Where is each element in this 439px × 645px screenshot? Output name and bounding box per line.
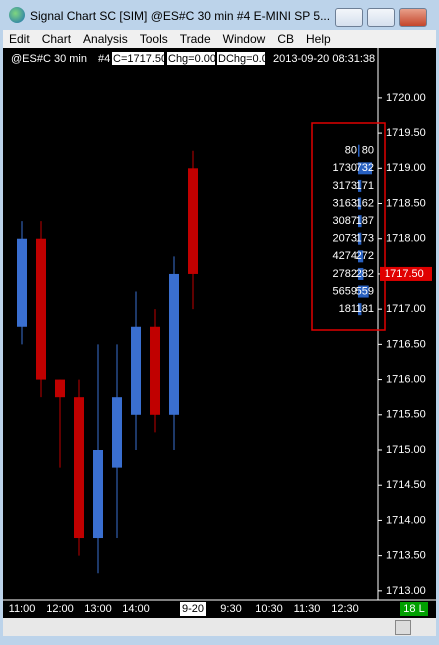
minimize-button[interactable] — [335, 8, 363, 27]
profile-right: 187 — [356, 215, 374, 227]
app-icon — [9, 7, 25, 23]
profile-bar — [358, 162, 372, 175]
info-text: 2013-09-20 08:31:38 — [273, 53, 375, 65]
profile-right: 80 — [362, 145, 374, 157]
x-tick-label: 10:30 — [255, 603, 283, 615]
profile-right: 173 — [356, 233, 374, 245]
x-tick-label: 11:00 — [9, 603, 36, 615]
x-tick-label: 11:30 — [294, 603, 321, 615]
profile-left: 2782 — [333, 268, 357, 280]
profile-right: 162 — [356, 197, 374, 209]
scrollbar — [3, 618, 436, 636]
date-marker — [180, 602, 206, 616]
y-tick-label: 1715.00 — [386, 444, 426, 456]
plot-background — [3, 48, 436, 618]
x-tick-label: 13:00 — [84, 603, 112, 615]
maximize-button[interactable] — [367, 8, 395, 27]
candle-body — [55, 379, 65, 398]
x-tick-label: 9-20 — [182, 603, 204, 615]
profile-right: 559 — [356, 285, 374, 297]
y-tick-label: 1714.00 — [386, 514, 426, 526]
menu-item[interactable]: Help — [306, 32, 331, 46]
profile-bar — [358, 285, 369, 298]
y-tick-label: 1715.50 — [386, 409, 426, 421]
menu-bar: Edit Chart Analysis Tools Trade Window CB Help — [3, 30, 436, 48]
y-tick-label: 1719.50 — [386, 127, 426, 139]
info-box — [112, 52, 164, 65]
info-text: Chg=0.00 — [168, 53, 216, 65]
candle-body — [112, 397, 122, 468]
profile-right: 732 — [356, 162, 374, 174]
y-tick-label: 1718.50 — [386, 197, 426, 209]
menu-item[interactable]: Trade — [179, 32, 211, 46]
profile-left: 3163 — [333, 197, 357, 209]
status-label: 18 L — [403, 603, 424, 615]
info-text: C=1717.50 — [113, 53, 167, 65]
close-button[interactable] — [399, 8, 427, 27]
profile-bar — [358, 197, 362, 210]
profile-left: 3087 — [333, 215, 357, 227]
profile-bar — [358, 179, 362, 192]
candle-body — [17, 238, 27, 327]
price-tag-label: 1717.50 — [384, 268, 424, 280]
profile-bar — [358, 215, 362, 228]
profile-bar — [358, 267, 364, 280]
candle-body — [93, 450, 103, 539]
profile-left: 181 — [339, 303, 357, 315]
profile-right: 272 — [356, 250, 374, 262]
scroll-thumb[interactable] — [395, 620, 411, 635]
menu-item[interactable]: Edit — [9, 32, 30, 46]
y-tick-label: 1716.50 — [386, 338, 426, 350]
menu-item[interactable]: Analysis — [83, 32, 128, 46]
profile-left: 4274 — [333, 250, 357, 262]
profile-right: 282 — [356, 268, 374, 280]
candle-body — [36, 238, 46, 380]
y-tick-label: 1717.00 — [386, 303, 426, 315]
profile-left: 3173 — [333, 180, 357, 192]
profile-bar — [358, 250, 364, 263]
y-tick-label: 1713.50 — [386, 550, 426, 562]
price-tag — [380, 266, 432, 281]
menu-item[interactable]: CB — [277, 32, 294, 46]
status-box — [400, 602, 428, 616]
profile-left: 80 — [345, 145, 357, 157]
chart: @ES#C 30 min #4 C=1717.50 Chg=0.00 DChg=0.00… — [3, 48, 436, 618]
profile-bar — [358, 303, 362, 316]
profile-left: 2073 — [333, 233, 357, 245]
menu-item[interactable]: Tools — [139, 32, 168, 46]
candle-body — [74, 397, 84, 539]
y-tick-label: 1719.00 — [386, 162, 426, 174]
x-tick-label: 14:00 — [122, 603, 150, 615]
y-tick-label: 1720.00 — [386, 92, 426, 104]
candle-body — [131, 326, 141, 415]
x-tick-label: 9:30 — [220, 603, 241, 615]
info-text: DChg=0.00 — [218, 53, 274, 65]
x-tick-label: 12:00 — [46, 603, 74, 615]
profile-box — [311, 122, 386, 331]
profile-left: 1730 — [333, 162, 357, 174]
info-text: @ES#C 30 min — [11, 53, 87, 65]
menu-item[interactable]: Window — [222, 32, 266, 46]
profile-right: 181 — [356, 303, 374, 315]
y-tick-label: 1714.50 — [386, 479, 426, 491]
info-box — [217, 52, 265, 65]
y-tick-label: 1718.00 — [386, 233, 426, 245]
candle-body — [169, 273, 179, 415]
info-text: #4 — [98, 53, 110, 65]
y-tick-label: 1716.00 — [386, 373, 426, 385]
profile-right: 171 — [356, 180, 374, 192]
y-tick-label: 1713.00 — [386, 585, 426, 597]
profile-bar — [358, 144, 360, 157]
candle-body — [188, 168, 198, 274]
candle-body — [150, 326, 160, 415]
profile-left: 5659 — [333, 285, 357, 297]
profile-bar — [358, 232, 362, 245]
menu-item[interactable]: Chart — [41, 32, 72, 46]
window-title: Signal Chart SC [SIM] @ES#C 30 min #4 E-… — [30, 9, 331, 23]
title-bar: Signal Chart SC [SIM] @ES#C 30 min #4 E-… — [0, 0, 439, 30]
x-tick-label: 12:30 — [331, 603, 359, 615]
info-box — [167, 52, 215, 65]
